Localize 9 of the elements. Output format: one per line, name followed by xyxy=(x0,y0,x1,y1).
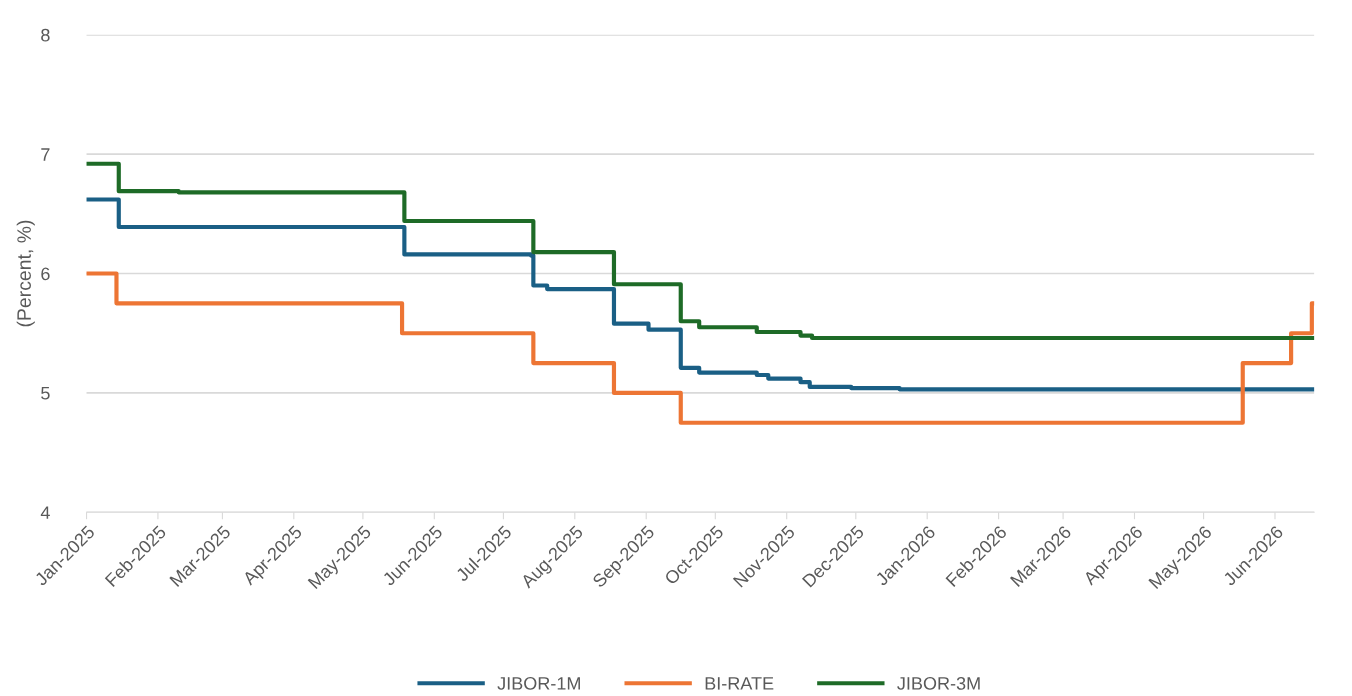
y-axis-title: (Percent, %) xyxy=(16,220,35,327)
y-tick-label: 5 xyxy=(41,387,50,400)
legend-label: JIBOR-1M xyxy=(497,676,580,690)
legend-label: JIBOR-3M xyxy=(897,676,980,690)
y-tick-label: 4 xyxy=(40,506,50,519)
legend-label: BI-RATE xyxy=(705,677,774,690)
y-tick-label: 8 xyxy=(41,28,50,42)
y-tick-label: 7 xyxy=(41,148,50,161)
y-tick-label: 6 xyxy=(41,267,50,281)
